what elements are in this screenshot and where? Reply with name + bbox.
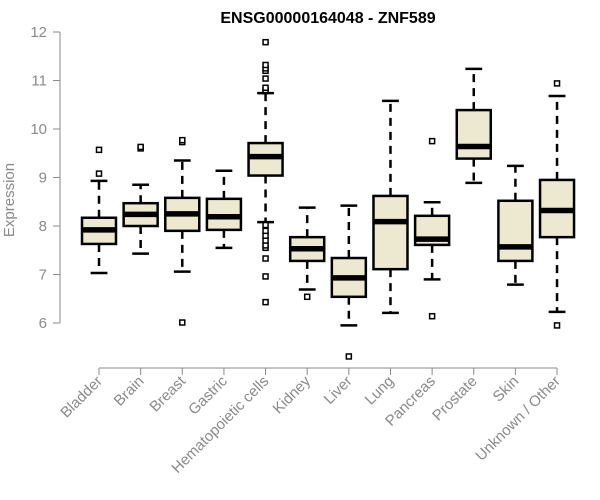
box-hematopoietic-cells	[247, 38, 284, 306]
outlier-point	[262, 84, 269, 92]
y-axis: 6 7 8 9 10 11 12	[30, 24, 61, 332]
y-tick-label: 6	[39, 315, 47, 332]
box-pancreas	[413, 137, 451, 320]
outlier-point	[428, 137, 436, 145]
x-tick-label: Bladder	[57, 373, 106, 422]
outlier-point	[428, 312, 436, 320]
y-tick-label: 7	[39, 267, 47, 284]
box-iqr	[455, 108, 493, 160]
outlier-point	[95, 146, 103, 154]
outlier-point	[262, 38, 269, 46]
y-tick-label: 12	[30, 24, 47, 41]
outlier-point	[262, 255, 269, 262]
box-liver	[330, 204, 368, 360]
x-tick-label: Kidney	[270, 372, 315, 417]
outlier-point	[553, 80, 561, 87]
outlier-point	[137, 143, 144, 151]
outlier-point	[179, 319, 186, 326]
x-tick-label: Brain	[111, 373, 148, 410]
y-axis-label: Expression	[1, 163, 18, 237]
outlier-point	[345, 353, 353, 360]
box-lung	[372, 99, 409, 315]
box-iqr	[372, 194, 409, 271]
y-tick-label: 10	[30, 121, 47, 138]
outlier-point	[553, 322, 561, 329]
box-prostate	[455, 67, 493, 185]
outlier-point	[262, 221, 269, 229]
box-skin	[497, 164, 534, 286]
x-tick-label: Liver	[321, 373, 356, 408]
box-bladder	[80, 146, 118, 275]
x-tick-label: Prostate	[429, 373, 481, 425]
outlier-point	[262, 61, 269, 69]
box-brain	[122, 143, 159, 255]
box-unknown-other	[538, 80, 576, 329]
box-gastric	[205, 169, 243, 250]
y-tick-label: 9	[39, 170, 47, 187]
y-tick-label: 11	[31, 73, 47, 90]
box-iqr	[497, 199, 534, 263]
outlier-point	[262, 298, 269, 306]
y-tick-label: 8	[39, 218, 47, 235]
outlier-point	[303, 293, 311, 301]
outlier-point	[262, 227, 269, 235]
outlier-point	[95, 170, 103, 177]
box-kidney	[288, 206, 326, 301]
x-tick-label: Breast	[146, 372, 189, 415]
outlier-point	[179, 136, 186, 144]
outlier-point	[262, 273, 269, 280]
x-tick-label: Skin	[490, 373, 523, 406]
box-breast	[164, 136, 201, 326]
boxes	[80, 38, 576, 360]
x-tick-label: Lung	[362, 373, 398, 409]
outlier-point	[262, 75, 269, 82]
chart-title: ENSG00000164048 - ZNF589	[220, 10, 435, 27]
